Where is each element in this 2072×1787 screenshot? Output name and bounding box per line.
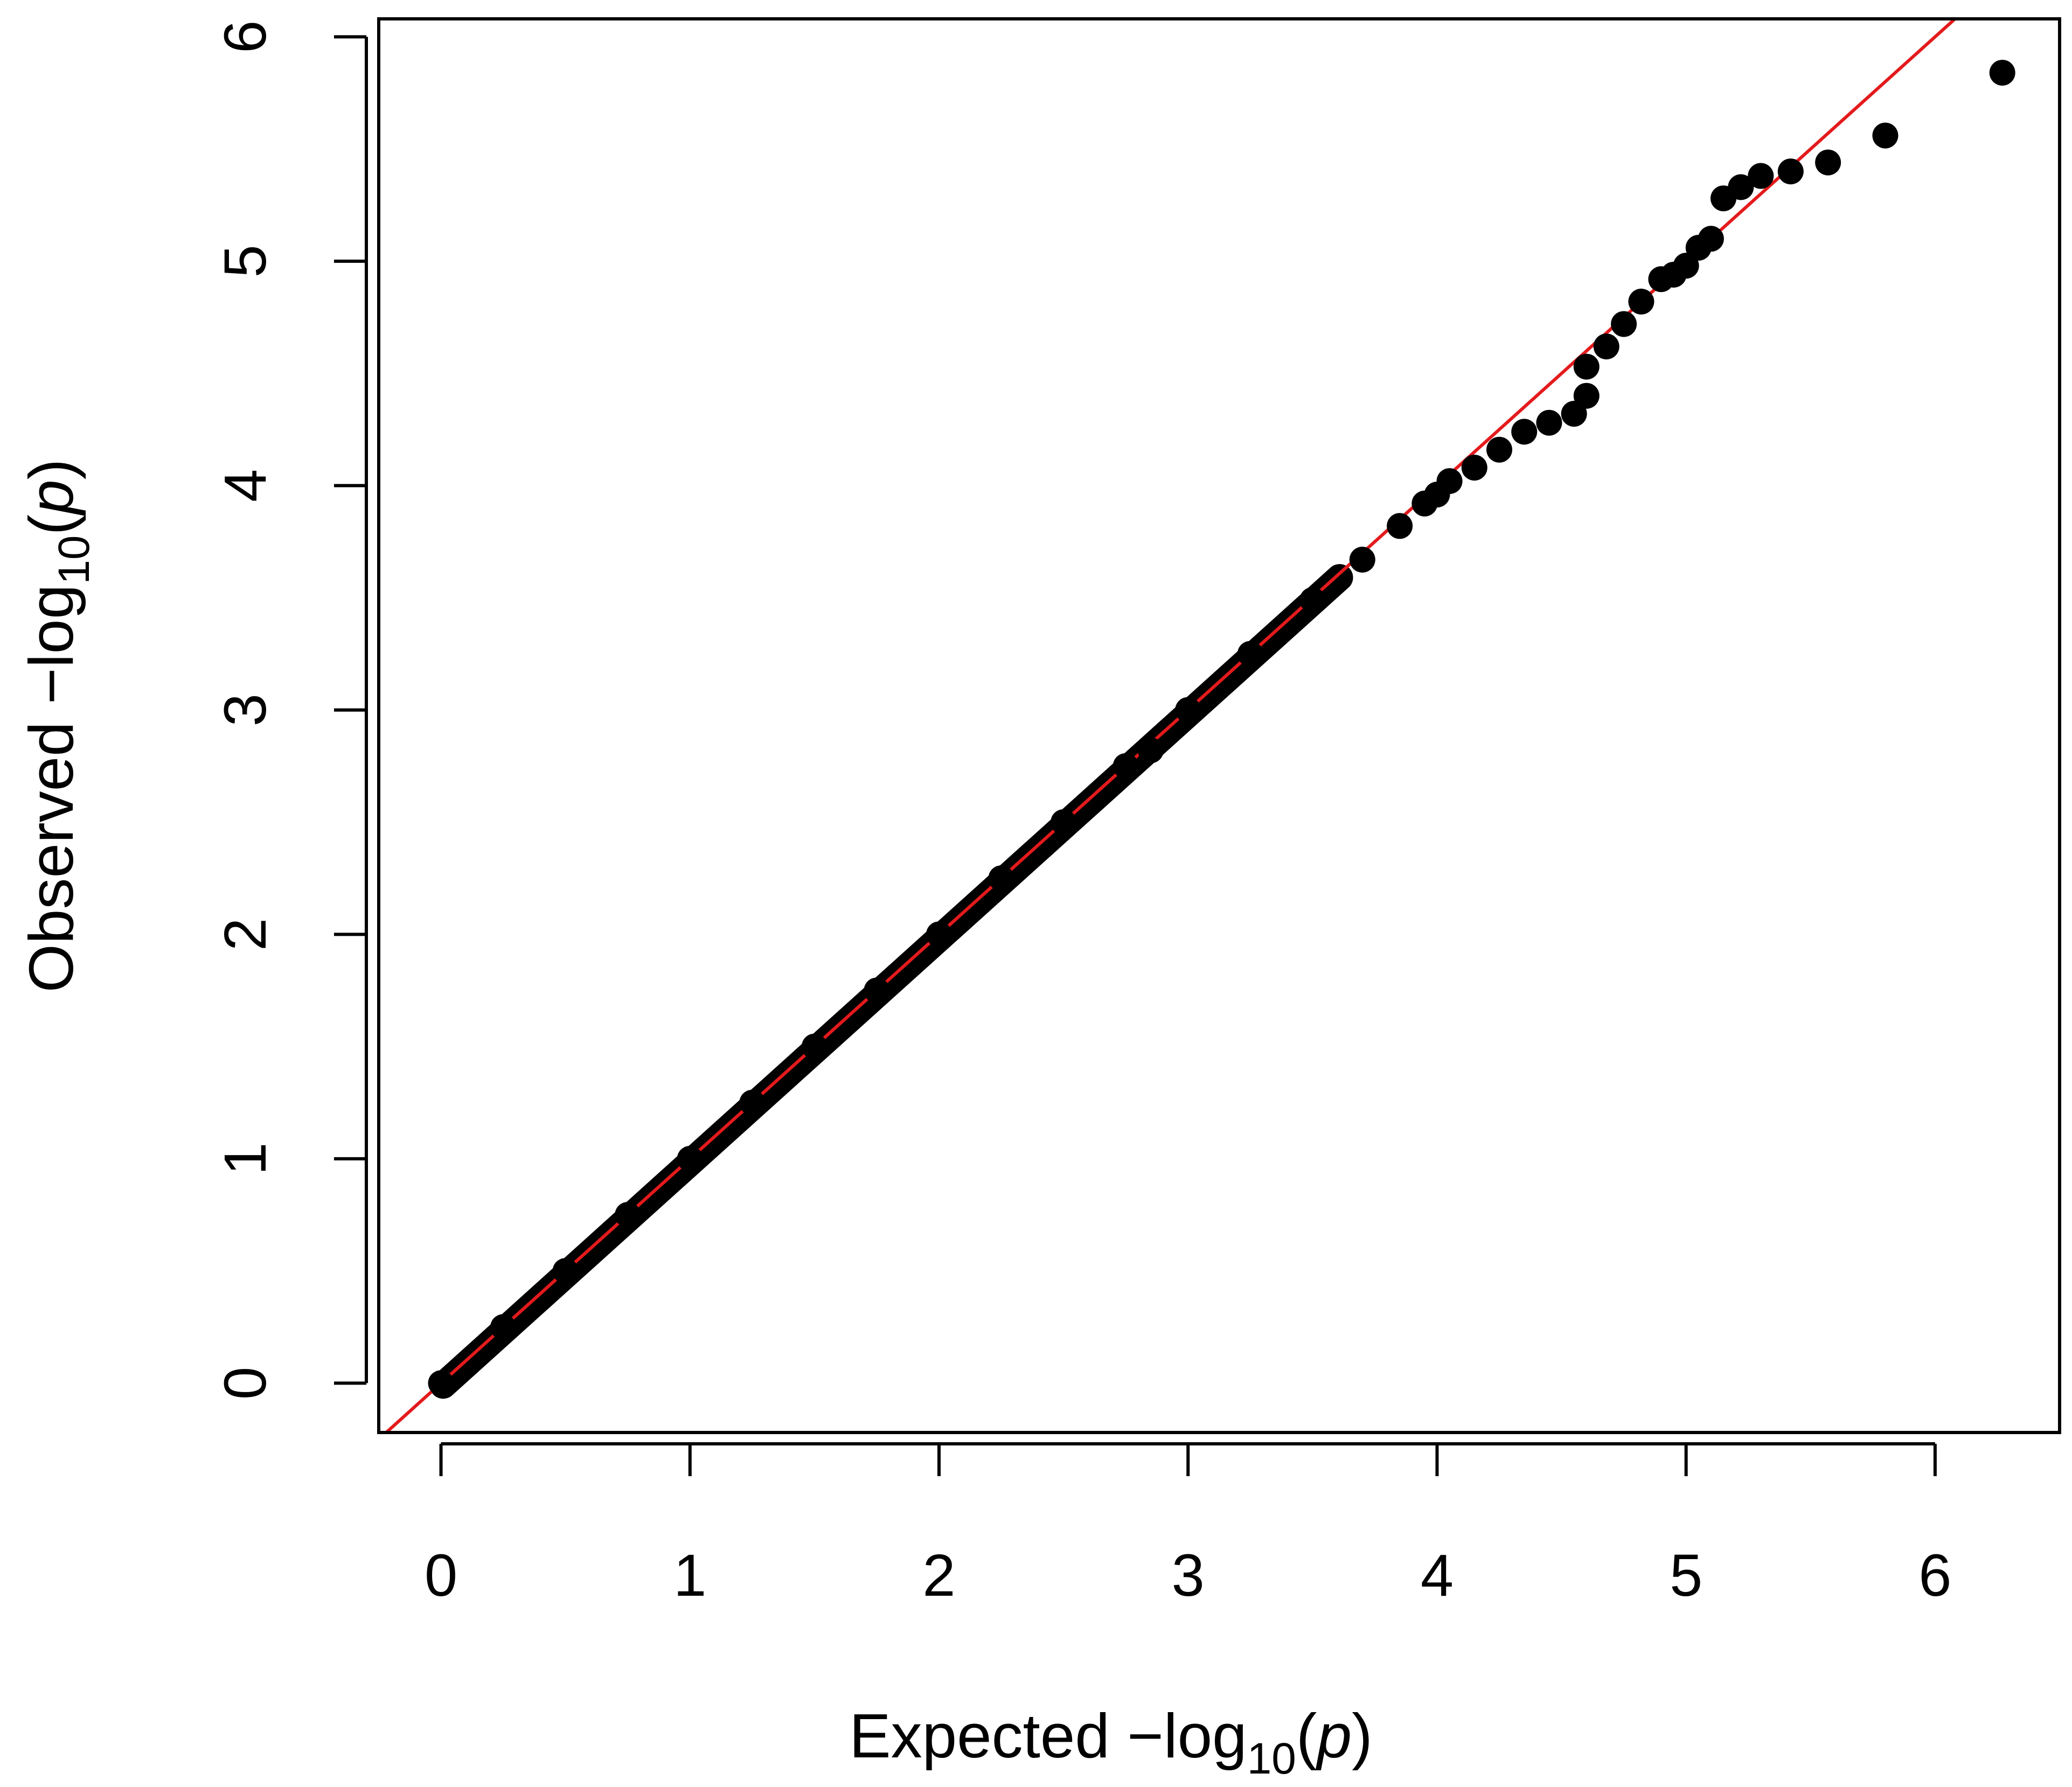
data-point — [615, 1201, 641, 1228]
data-point — [739, 1089, 766, 1116]
data-point — [864, 977, 890, 1004]
data-point — [1486, 436, 1512, 463]
x-tick-label: 5 — [1670, 1542, 1702, 1609]
data-point — [677, 1145, 703, 1172]
data-point — [1872, 122, 1899, 149]
data-point — [1511, 419, 1538, 445]
data-point — [1536, 409, 1562, 436]
data-point — [1698, 226, 1724, 252]
data-point — [1387, 513, 1413, 539]
data-point — [1461, 455, 1487, 481]
data-point — [1137, 737, 1164, 763]
data-point — [1237, 641, 1263, 667]
points-layer — [428, 59, 2015, 1396]
data-point — [1349, 546, 1375, 573]
data-point — [1561, 401, 1587, 427]
data-point — [926, 921, 952, 948]
data-point — [1573, 383, 1600, 409]
data-point — [1628, 288, 1654, 315]
data-point — [1815, 149, 1841, 176]
plot-area — [384, 19, 2015, 1433]
y-tick-label: 0 — [212, 1367, 279, 1400]
data-point — [1175, 697, 1201, 723]
y-axis-title: Observed −log10(p) — [16, 459, 99, 993]
x-tick-label: 1 — [673, 1542, 706, 1609]
data-point — [1748, 163, 1774, 189]
y-tick-label: 5 — [212, 245, 279, 277]
data-point — [1051, 809, 1077, 836]
x-tick-label: 3 — [1172, 1542, 1205, 1609]
x-tick-label: 4 — [1421, 1542, 1454, 1609]
y-axis: 0 1 2 3 4 5 6 — [212, 20, 368, 1400]
data-point — [1777, 158, 1804, 185]
x-axis-title: Expected −log10(p) — [849, 1701, 1372, 1783]
y-tick-label: 3 — [212, 693, 279, 726]
x-axis: 0 1 2 3 4 5 6 — [425, 1442, 1951, 1609]
data-point — [1611, 311, 1637, 337]
data-point — [1673, 253, 1699, 279]
data-point — [428, 1370, 454, 1396]
data-point — [490, 1314, 517, 1340]
y-tick-label: 2 — [212, 918, 279, 951]
x-tick-label: 6 — [1918, 1542, 1951, 1609]
x-tick-label: 2 — [922, 1542, 955, 1609]
y-tick-label: 1 — [212, 1142, 279, 1175]
plot-frame — [377, 17, 2061, 1434]
data-point — [1573, 353, 1600, 380]
data-point — [1989, 59, 2015, 86]
x-tick-label: 0 — [425, 1542, 457, 1609]
data-point — [1113, 753, 1139, 779]
data-point — [1299, 587, 1326, 613]
data-point — [552, 1258, 579, 1284]
data-point — [1728, 174, 1754, 200]
y-tick-label: 6 — [212, 20, 279, 53]
data-point — [988, 865, 1014, 892]
data-point — [801, 1033, 828, 1060]
data-point — [1593, 333, 1619, 360]
data-point — [1436, 468, 1463, 495]
y-tick-label: 4 — [212, 469, 279, 502]
